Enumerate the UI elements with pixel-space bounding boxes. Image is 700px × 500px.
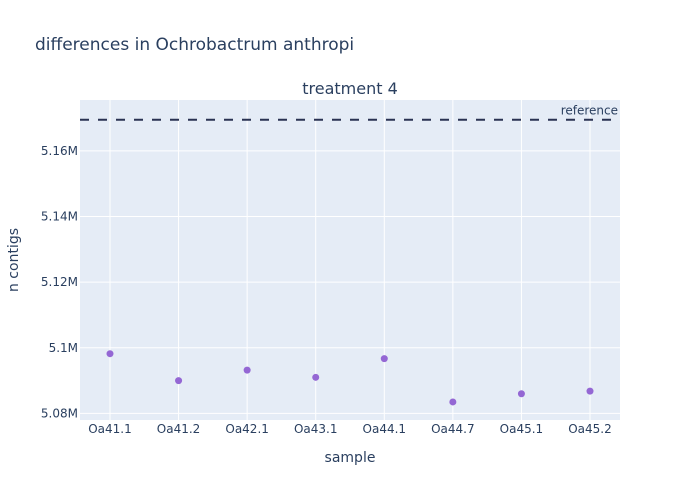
data-point[interactable] <box>243 366 251 374</box>
data-point[interactable] <box>449 398 457 406</box>
data-point[interactable] <box>586 387 594 395</box>
data-point[interactable] <box>380 355 388 363</box>
data-point[interactable] <box>106 350 114 358</box>
y-axis-title: n contigs <box>6 228 22 292</box>
data-point[interactable] <box>175 377 183 385</box>
y-tick-label: 5.12M <box>41 275 78 289</box>
data-point[interactable] <box>517 390 525 398</box>
y-tick-label: 5.08M <box>41 406 78 420</box>
x-tick-labels: Oa41.1 Oa41.2 Oa42.1 Oa43.1 Oa44.1 Oa44.7 Oa45… <box>88 422 612 436</box>
x-tick-label: Oa43.1 <box>294 422 338 436</box>
y-tick-label: 5.16M <box>41 144 78 158</box>
x-tick-label: Oa44.1 <box>363 422 407 436</box>
x-tick-label: Oa45.2 <box>568 422 612 436</box>
scatter-points <box>106 350 594 406</box>
x-axis-title: sample <box>325 450 376 466</box>
x-tick-label: Oa41.2 <box>157 422 201 436</box>
reference-label: reference <box>561 104 618 118</box>
chart-title: differences in Ochrobactrum anthropi <box>35 35 354 55</box>
chart-subtitle: treatment 4 <box>302 79 398 98</box>
y-tick-label: 5.1M <box>49 341 78 355</box>
y-tick-label: 5.14M <box>41 210 78 224</box>
x-tick-label: Oa41.1 <box>88 422 132 436</box>
plot-area <box>80 100 620 420</box>
x-tick-label: Oa45.1 <box>500 422 544 436</box>
data-point[interactable] <box>312 373 320 381</box>
x-tick-label: Oa42.1 <box>225 422 269 436</box>
grid-lines <box>80 100 620 420</box>
y-tick-labels: 5.08M 5.1M 5.12M 5.14M 5.16M <box>41 144 78 421</box>
x-tick-label: Oa44.7 <box>431 422 475 436</box>
reference-line-group: reference <box>80 104 620 121</box>
